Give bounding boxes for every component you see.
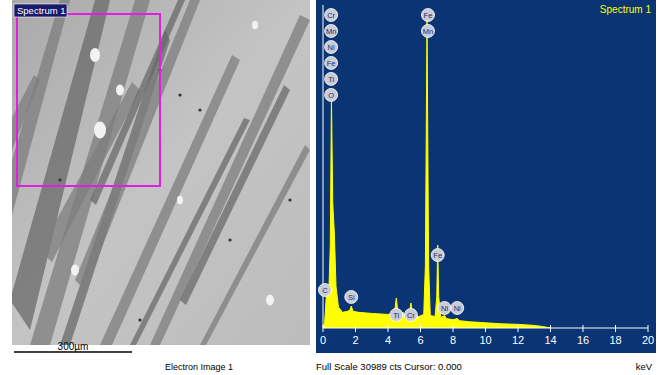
streak xyxy=(130,118,250,345)
x-tick-label: 14 xyxy=(544,334,556,346)
element-label: Cr xyxy=(407,311,415,320)
x-tick-label: 12 xyxy=(512,334,524,346)
bright-spot xyxy=(116,84,124,95)
streak xyxy=(200,145,310,345)
x-tick xyxy=(518,325,519,332)
element-marker xyxy=(345,290,358,303)
x-tick-label: 18 xyxy=(609,334,621,346)
x-tick-label: 0 xyxy=(320,334,326,346)
x-tick xyxy=(388,325,389,332)
element-marker xyxy=(431,249,444,262)
bright-spot xyxy=(266,294,274,305)
streak xyxy=(40,82,140,262)
x-tick xyxy=(648,325,649,332)
x-tick-label: 8 xyxy=(450,334,456,346)
element-label: Ni xyxy=(441,304,448,313)
element-marker xyxy=(421,8,434,21)
bright-spot xyxy=(94,122,106,139)
pit xyxy=(228,238,231,241)
element-marker xyxy=(421,24,434,37)
element-label: Mn xyxy=(423,27,433,36)
pit xyxy=(138,318,141,321)
element-marker xyxy=(438,301,451,314)
spectrum-box xyxy=(17,14,160,186)
x-tick-label: 4 xyxy=(385,334,391,346)
x-tick xyxy=(420,325,421,332)
element-label: C xyxy=(322,286,328,295)
element-marker xyxy=(325,88,338,101)
spectrum-area xyxy=(323,20,551,328)
x-tick xyxy=(583,325,584,332)
pit xyxy=(288,198,291,201)
element-label: Ni xyxy=(454,304,461,313)
element-label: Cr xyxy=(327,11,335,20)
spectrum-tag-text: Spectrum 1 xyxy=(17,5,66,16)
x-tick xyxy=(485,325,486,332)
bright-spot xyxy=(177,196,183,204)
x-tick-label: 6 xyxy=(417,334,423,346)
x-axis-label: keV xyxy=(636,361,653,372)
status-text: Full Scale 30989 cts Cursor: 0.000 xyxy=(316,361,462,372)
element-label: Si xyxy=(348,293,355,302)
scale-bar-label: 300µm xyxy=(58,341,89,352)
pit xyxy=(178,93,181,96)
bright-spot xyxy=(90,48,100,62)
spectrum-tag xyxy=(14,4,67,17)
image-caption: Electron Image 1 xyxy=(165,362,233,372)
x-tick xyxy=(355,325,356,332)
element-label: O xyxy=(328,91,334,100)
element-label: Ni xyxy=(328,43,335,52)
x-tick-label: 2 xyxy=(352,334,358,346)
x-tick xyxy=(453,325,454,332)
element-label: Fe xyxy=(327,59,336,68)
x-tick xyxy=(323,325,324,332)
x-tick-label: 16 xyxy=(577,334,589,346)
element-marker xyxy=(390,308,403,321)
element-marker xyxy=(451,301,464,314)
streak xyxy=(90,0,185,205)
bright-spot xyxy=(252,21,258,29)
element-label: Fe xyxy=(424,11,433,20)
element-label: Fe xyxy=(433,251,442,260)
pit xyxy=(198,108,201,111)
element-marker xyxy=(325,24,338,37)
x-tick xyxy=(615,325,616,332)
streak xyxy=(150,15,310,345)
element-label: Ti xyxy=(328,75,334,84)
element-marker xyxy=(325,8,338,21)
streak xyxy=(180,85,290,305)
element-marker xyxy=(318,284,331,297)
element-marker xyxy=(325,56,338,69)
x-tick-label: 20 xyxy=(642,334,654,346)
x-tick-label: 10 xyxy=(479,334,491,346)
x-tick xyxy=(550,325,551,332)
element-label: Mn xyxy=(326,27,336,36)
element-marker xyxy=(404,308,417,321)
electron-image xyxy=(12,0,310,345)
data-group xyxy=(323,20,551,328)
pit xyxy=(58,178,61,181)
element-label: Ti xyxy=(393,311,399,320)
element-marker xyxy=(325,72,338,85)
spectrum-title: Spectrum 1 xyxy=(600,4,652,15)
bright-spot xyxy=(71,264,79,275)
y-axis xyxy=(323,5,324,328)
element-marker xyxy=(325,40,338,53)
plot-background xyxy=(316,0,656,353)
